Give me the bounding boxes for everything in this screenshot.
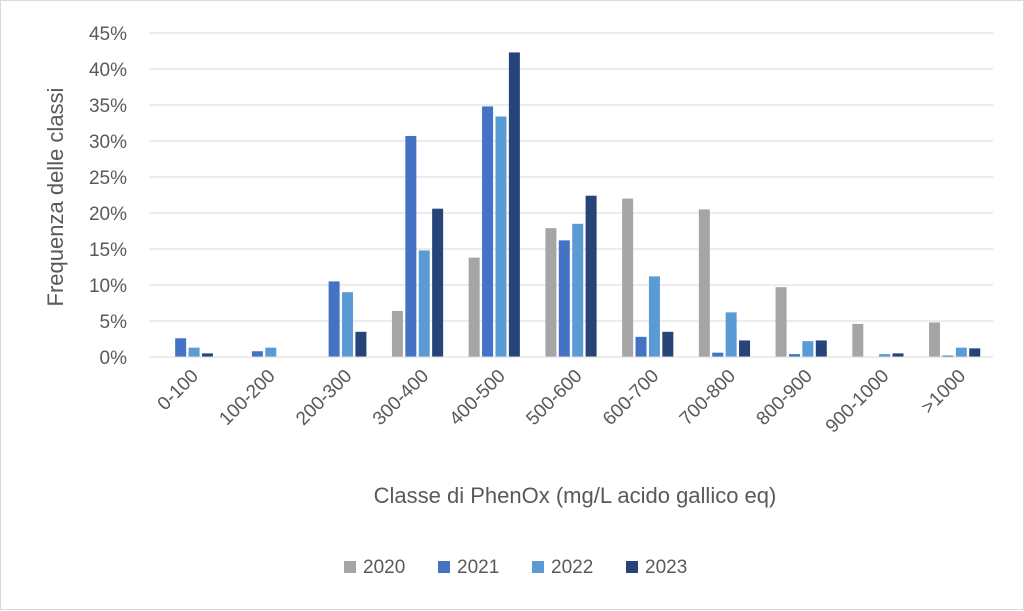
y-tick-label: 20%: [89, 204, 127, 225]
bar-2023-700-800: [739, 340, 751, 357]
bar-2020-800-900: [775, 287, 787, 357]
legend-label-2022: 2022: [551, 557, 593, 578]
x-tick-label: >1000: [918, 366, 971, 419]
x-tick-label: 100-200: [215, 366, 279, 430]
x-tick-label: 700-800: [676, 366, 740, 430]
bar-2020-700-800: [698, 209, 710, 357]
legend-label-2023: 2023: [645, 557, 687, 578]
bar-2020-900-1000: [852, 323, 864, 357]
bar-2022-100-200: [265, 347, 277, 357]
y-tick-label: 0%: [100, 348, 128, 369]
bar-2023-300-400: [432, 208, 444, 357]
x-tick-label: 800-900: [753, 366, 817, 430]
bar-2021-600-700: [635, 336, 647, 357]
y-tick-label: 5%: [100, 312, 128, 333]
x-tick-label: 300-400: [369, 366, 433, 430]
x-axis-title: Classe di PhenOx (mg/L acido gallico eq): [374, 483, 777, 508]
y-axis-ticks: 0% 5% 10% 15% 20% 25% 30% 35% 40% 45%: [89, 24, 127, 369]
bar-2023-500-600: [585, 195, 597, 357]
legend-swatch-2021: [438, 561, 450, 573]
bar-2022-700-800: [725, 312, 737, 357]
legend-label-2020: 2020: [363, 557, 405, 578]
x-tick-label: 900-1000: [822, 366, 894, 438]
bar-2022-800-900: [802, 341, 814, 357]
bar-2023-800-900: [815, 340, 827, 357]
bar-2022-200-300: [342, 292, 354, 357]
y-tick-label: 40%: [89, 60, 127, 81]
bar-2022-600-700: [648, 276, 660, 357]
legend: 2020 2021 2022 2023: [344, 557, 687, 578]
bar-2021-800-900: [788, 354, 800, 357]
bar-2022-300-400: [418, 250, 430, 357]
bar-2021->1000: [942, 355, 954, 357]
x-tick-label: 200-300: [292, 366, 356, 430]
bar-2020->1000: [929, 322, 941, 357]
bar-2020-300-400: [391, 310, 403, 357]
bar-2021-300-400: [405, 135, 417, 357]
y-tick-label: 25%: [89, 168, 127, 189]
x-axis-ticks: 0-100 100-200 200-300 300-400 400-500 500-600…: [154, 366, 970, 438]
x-tick-label: 400-500: [446, 366, 510, 430]
bar-2022-500-600: [572, 223, 584, 357]
bar-2023-200-300: [355, 331, 367, 357]
bar-2022-900-1000: [879, 354, 891, 357]
bar-2021-0-100: [175, 338, 187, 357]
legend-swatch-2020: [344, 561, 356, 573]
y-tick-label: 10%: [89, 276, 127, 297]
y-axis-title: Frequenza delle classi: [43, 88, 68, 307]
y-tick-label: 15%: [89, 240, 127, 261]
y-tick-label: 30%: [89, 132, 127, 153]
y-tick-label: 45%: [89, 24, 127, 45]
x-tick-label: 500-600: [522, 366, 586, 430]
bars: [175, 52, 981, 358]
bar-2020-400-500: [468, 257, 480, 357]
bar-2023-0-100: [201, 353, 213, 357]
bar-2023-900-1000: [892, 353, 904, 357]
bar-2023-400-500: [508, 52, 520, 357]
bar-2023->1000: [969, 348, 981, 357]
bar-2021-200-300: [328, 281, 340, 357]
x-tick-label: 600-700: [599, 366, 663, 430]
bar-2022-0-100: [188, 347, 200, 357]
legend-label-2021: 2021: [457, 557, 499, 578]
bar-2021-100-200: [251, 351, 263, 357]
bar-2020-500-600: [545, 228, 557, 357]
bar-2022->1000: [955, 347, 967, 357]
x-tick-label: 0-100: [154, 366, 203, 415]
bar-2021-500-600: [558, 240, 570, 357]
legend-swatch-2023: [626, 561, 638, 573]
bar-2021-400-500: [482, 106, 494, 357]
bar-2020-600-700: [622, 198, 634, 357]
legend-swatch-2022: [532, 561, 544, 573]
gridlines: [149, 32, 993, 322]
bar-2022-400-500: [495, 116, 507, 358]
bar-2023-600-700: [662, 331, 674, 357]
y-tick-label: 35%: [89, 96, 127, 117]
bar-2021-700-800: [712, 352, 724, 357]
